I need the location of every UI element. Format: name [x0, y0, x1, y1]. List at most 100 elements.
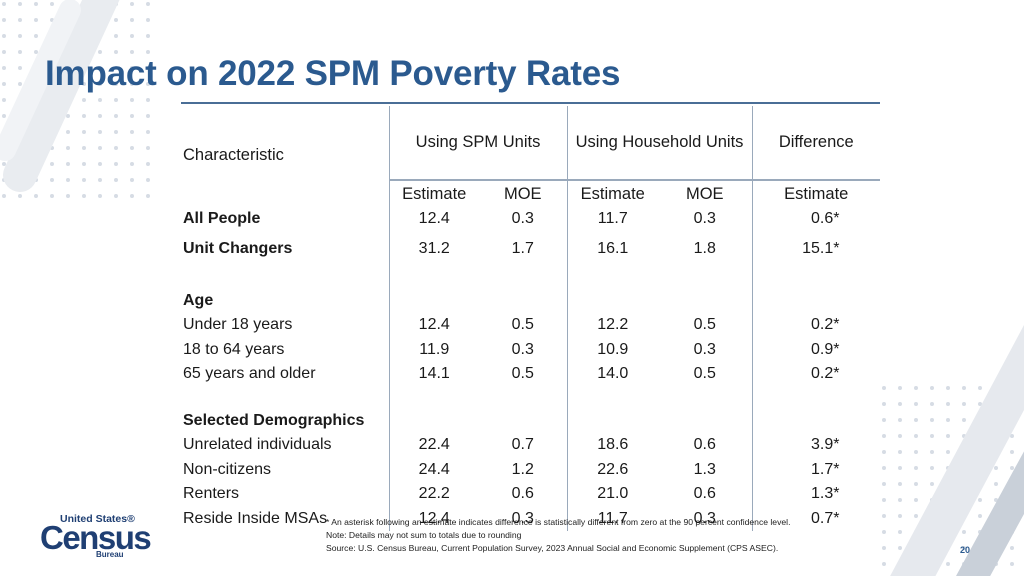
hh-moe-cell: 0.3 — [658, 337, 753, 362]
spm-estimate-header: Estimate — [389, 179, 479, 207]
spm-moe-cell: 0.5 — [479, 313, 568, 338]
row-label: Renters — [181, 482, 390, 507]
hh-moe-cell: 0.3 — [658, 506, 753, 531]
row-label: Under 18 years — [181, 313, 390, 338]
spm-moe-cell: 0.6 — [479, 482, 568, 507]
significance-marker: * — [833, 239, 840, 257]
row-label: Reside Inside MSAs — [181, 506, 390, 531]
group-header-row: Characteristic Using SPM Units Using Hou… — [181, 106, 880, 180]
row-label: Unit Changers — [181, 231, 390, 267]
difference-cell: 0.9* — [752, 338, 880, 363]
hh-estimate-header: Estimate — [567, 179, 659, 207]
title-divider — [181, 102, 880, 104]
hh-moe-cell: 0.5 — [658, 313, 753, 338]
difference-cell: 0.6* — [752, 207, 880, 232]
difference-value: 1.7 — [811, 460, 834, 478]
difference-value: 0.2 — [811, 316, 834, 333]
asterisk-note: * An asterisk following an estimate indi… — [326, 517, 791, 527]
spm-moe-cell: 0.3 — [479, 337, 568, 362]
spm-estimate-cell: 31.2 — [418, 239, 450, 257]
section-heading-row: Selected Demographics — [181, 408, 880, 433]
spm-units-header: Using SPM Units — [389, 106, 568, 180]
difference-value: 1.3 — [811, 485, 834, 502]
difference-cell: 1.3* — [752, 482, 880, 507]
difference-cell: 15.1* — [752, 232, 880, 267]
hh-estimate-cell: 12.2 — [597, 316, 629, 333]
spm-moe-cell: 1.2 — [479, 457, 568, 482]
significance-marker: * — [833, 365, 840, 382]
significance-marker: * — [833, 210, 840, 227]
spm-estimate-cell: 12.4 — [418, 210, 450, 227]
difference-cell: 0.7* — [752, 507, 880, 532]
diff-estimate-header: Estimate — [752, 179, 881, 207]
hh-moe-cell: 1.8 — [658, 231, 753, 267]
spm-estimate-cell: 22.4 — [418, 436, 450, 453]
hh-estimate-cell: 14.0 — [597, 365, 629, 382]
difference-cell: 3.9* — [752, 433, 880, 458]
table-row: Non-citizens 24.4 1.2 22.6 1.3 1.7* — [181, 457, 880, 483]
significance-marker: * — [833, 436, 840, 453]
spm-estimate-cell: 22.2 — [418, 485, 450, 502]
table-row: Unrelated individuals 22.4 0.7 18.6 0.6 … — [181, 433, 880, 458]
hh-moe-cell: 0.6 — [658, 482, 753, 507]
page-number: 20 — [960, 545, 971, 555]
logo-line-bureau: Bureau — [96, 550, 124, 559]
sub-header-row: Estimate MOE Estimate MOE Estimate — [181, 179, 881, 207]
spm-estimate-cell: 12.4 — [418, 509, 450, 527]
spm-moe-cell: 0.5 — [479, 362, 568, 387]
row-label: Non-citizens — [181, 457, 390, 482]
section-heading-row: Age — [181, 288, 880, 313]
difference-header: Difference — [778, 133, 854, 151]
significance-marker: * — [833, 509, 840, 527]
spm-estimate-cell: 14.1 — [418, 365, 450, 382]
section-heading-age: Age — [181, 288, 390, 313]
table-row: 18 to 64 years 11.9 0.3 10.9 0.3 0.9* — [181, 337, 880, 363]
difference-cell: 0.2* — [752, 313, 880, 338]
row-label: 18 to 64 years — [181, 337, 390, 362]
table-row: All People 12.4 0.3 11.7 0.3 0.6* — [181, 207, 880, 232]
difference-cell: 1.7* — [752, 458, 880, 483]
hh-estimate-cell: 16.1 — [597, 239, 629, 257]
table-row: Renters 22.2 0.6 21.0 0.6 1.3* — [181, 482, 880, 507]
table-row: Reside Inside MSAs 12.4 0.3 11.7 0.3 0.7… — [181, 506, 880, 532]
hh-moe-cell: 0.5 — [658, 362, 753, 387]
difference-value: 0.6 — [811, 210, 834, 227]
difference-value: 0.7 — [811, 509, 834, 527]
hh-moe-cell: 0.6 — [658, 433, 753, 458]
hh-estimate-cell: 22.6 — [597, 460, 629, 478]
difference-cell: 0.2* — [752, 362, 880, 387]
significance-marker: * — [833, 485, 840, 502]
rounding-note: Note: Details may not sum to totals due … — [326, 530, 522, 541]
difference-value: 0.2 — [811, 365, 834, 382]
significance-marker: * — [833, 340, 840, 358]
significance-marker: * — [833, 316, 840, 333]
spm-estimate-cell: 12.4 — [418, 316, 450, 333]
hh-moe-header: MOE — [658, 179, 753, 207]
table-row: Under 18 years 12.4 0.5 12.2 0.5 0.2* — [181, 313, 880, 338]
spm-estimate-cell: 11.9 — [419, 340, 450, 358]
spm-moe-cell: 0.3 — [479, 207, 568, 232]
hh-moe-cell: 0.3 — [658, 207, 753, 232]
hh-estimate-cell: 18.6 — [597, 436, 629, 453]
spm-moe-cell: 0.3 — [479, 506, 568, 531]
footnotes: * An asterisk following an estimate indi… — [326, 516, 790, 556]
table-row: Unit Changers 31.2 1.7 16.1 1.8 15.1* — [181, 231, 880, 267]
page-title: Impact on 2022 SPM Poverty Rates — [45, 54, 621, 93]
logo-line-united-states: United States® — [60, 513, 135, 525]
household-units-header: Using Household Units — [567, 106, 753, 180]
difference-value: 0.9 — [811, 340, 834, 358]
section-heading-demographics: Selected Demographics — [181, 408, 390, 433]
hh-estimate-cell: 11.7 — [597, 210, 628, 227]
hh-estimate-cell: 11.7 — [597, 509, 628, 527]
hh-estimate-cell: 10.9 — [597, 340, 629, 358]
difference-value: 15.1 — [802, 239, 834, 257]
difference-value: 3.9 — [811, 436, 834, 453]
spm-moe-cell: 0.7 — [479, 433, 568, 458]
hh-estimate-cell: 21.0 — [597, 485, 629, 502]
row-label: 65 years and older — [181, 362, 390, 387]
hh-moe-cell: 1.3 — [658, 457, 753, 482]
poverty-rates-table: Characteristic Using SPM Units Using Hou… — [181, 106, 881, 532]
characteristic-header: Characteristic — [181, 106, 390, 180]
row-label: Unrelated individuals — [181, 433, 390, 458]
census-bureau-logo: United States® Census Bureau — [40, 513, 152, 559]
